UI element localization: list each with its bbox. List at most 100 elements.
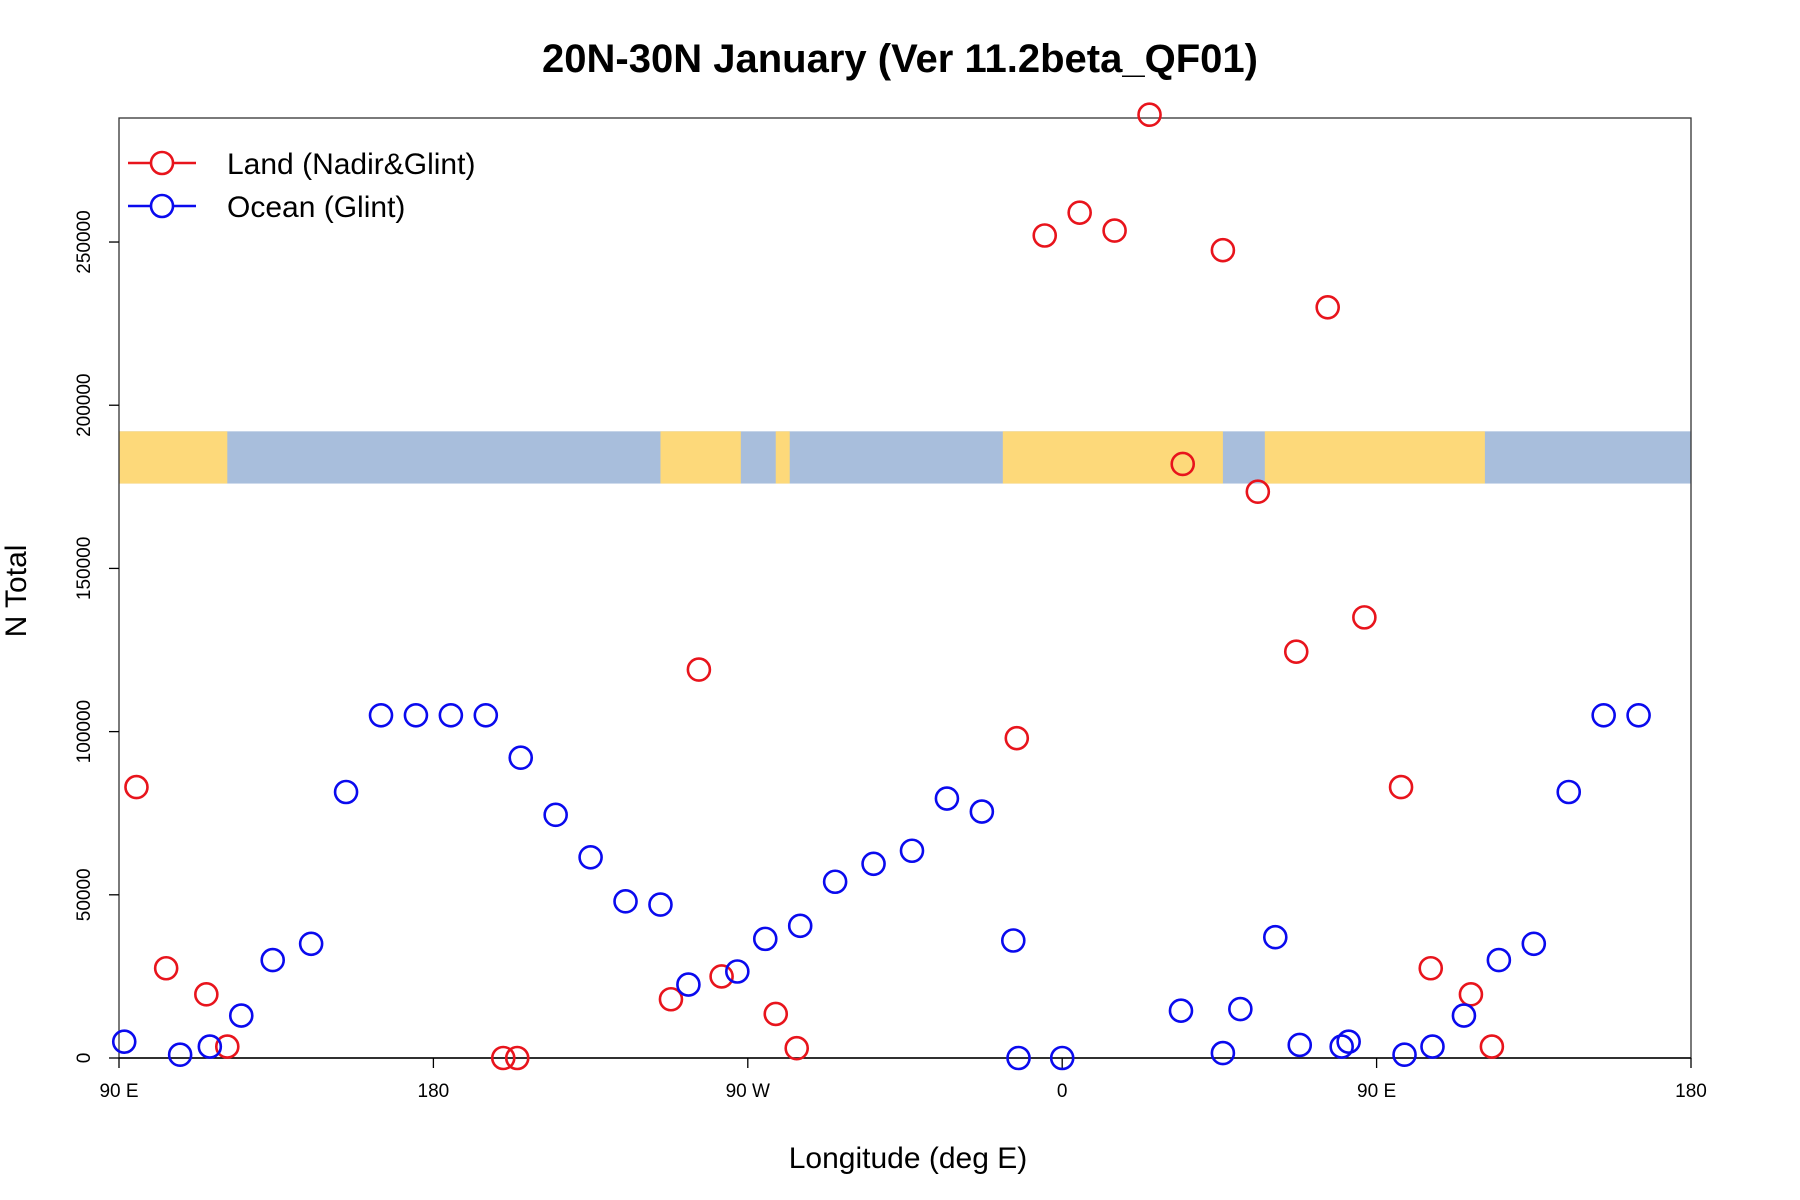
ocean-point [197,1034,223,1059]
x-tick-label: 0 [1057,1081,1068,1102]
ocean-point [1006,1045,1031,1071]
land-point [763,1001,789,1027]
x-tick-label: 90 E [1357,1081,1396,1102]
ocean-point [1420,1034,1445,1059]
ocean-point [333,779,359,805]
map-land [775,431,790,484]
land-point [1283,639,1309,664]
ocean-point [1000,928,1026,953]
land-point [1137,102,1162,128]
land-point [214,1034,240,1059]
land-point [686,657,712,682]
land-point [1352,605,1377,630]
y-axis-label: N Total [0,545,33,638]
ocean-point [1591,702,1616,728]
land-point [1458,982,1484,1007]
ocean-point [1392,1042,1417,1068]
ocean-point [1168,998,1194,1023]
legend-marker [149,150,175,176]
land-point [1032,223,1058,248]
ocean-point [899,838,925,864]
ocean-point [1451,1003,1477,1028]
ocean-point [543,802,568,828]
land-point [1210,237,1236,263]
ocean-point [1336,1029,1361,1054]
y-tick-label: 250000 [74,210,95,273]
ocean-point [1210,1040,1236,1066]
ocean-point [861,851,886,877]
y-tick-label: 50000 [74,868,95,921]
ocean-point [1486,947,1512,973]
ocean-point [648,892,673,917]
map-land [1002,431,1223,484]
land-point [1102,218,1127,243]
land-point [1004,725,1030,751]
ocean-point [111,1029,137,1054]
x-tick-label: 180 [418,1081,450,1102]
ocean-point [787,913,813,939]
land-point [1418,955,1444,981]
ocean-point [298,931,324,957]
map-land [1264,431,1485,484]
land-point [153,955,179,981]
x-tick-label: 90 W [726,1081,770,1102]
legend: Land (Nadir&Glint) Ocean (Glint) [128,148,475,224]
ocean-point [473,702,499,728]
ocean-point [1556,779,1582,805]
land-point [784,1035,810,1061]
ocean-point [403,702,429,728]
ocean-point [969,799,995,824]
land-point [1170,451,1196,477]
ocean-point [822,869,848,895]
legend-label: Ocean (Glint) [227,191,405,224]
plot-frame [118,117,1692,1059]
ocean-point [1521,931,1547,957]
x-tick-label: 90 E [99,1081,138,1102]
land-point [490,1045,516,1071]
chart-title: 20N-30N January (Ver 11.2beta_QF01) [542,37,1258,81]
y-tick-label: 150000 [74,537,95,600]
land-point [194,982,219,1007]
ocean-point [1228,996,1253,1022]
ocean-point [1626,702,1651,728]
ocean-point [1287,1032,1313,1058]
y-tick-label: 200000 [74,374,95,437]
axes: 90 E 180 90 W 0 90 E 180 0 50000 100000 150000 200… [74,117,1707,1102]
land-point [658,986,684,1012]
land-point [1245,479,1271,505]
data-points [111,102,1651,1071]
land-series [124,102,1505,1071]
ocean-point [1329,1034,1354,1059]
land-point [124,774,149,800]
land-point [1067,200,1092,225]
ocean-point [676,972,701,997]
ocean-point [1262,924,1288,950]
ocean-point [613,889,638,914]
ocean-point [438,702,464,728]
y-tick-label: 0 [74,1053,95,1064]
land-point [709,964,734,989]
ocean-point [752,926,778,952]
land-point [1388,774,1414,800]
x-axis-label: Longitude (deg E) [789,1142,1028,1175]
ocean-point [578,844,603,870]
longitude-map-strip [119,431,1691,484]
ocean-point [725,959,750,984]
land-point [1479,1034,1505,1059]
ocean-point [934,786,960,811]
x-tick-label: 180 [1675,1081,1707,1102]
legend-marker [149,193,175,219]
ocean-point [1049,1045,1075,1071]
y-tick-label: 100000 [74,700,95,763]
ocean-point [368,702,394,728]
ocean-point [228,1003,254,1028]
map-land [660,431,741,484]
ocean-point [260,947,286,973]
land-point [504,1045,530,1071]
map-land [119,431,228,484]
ocean-series [111,702,1651,1071]
legend-label: Land (Nadir&Glint) [227,148,475,181]
ocean-point [508,745,534,771]
land-point [1315,295,1340,320]
